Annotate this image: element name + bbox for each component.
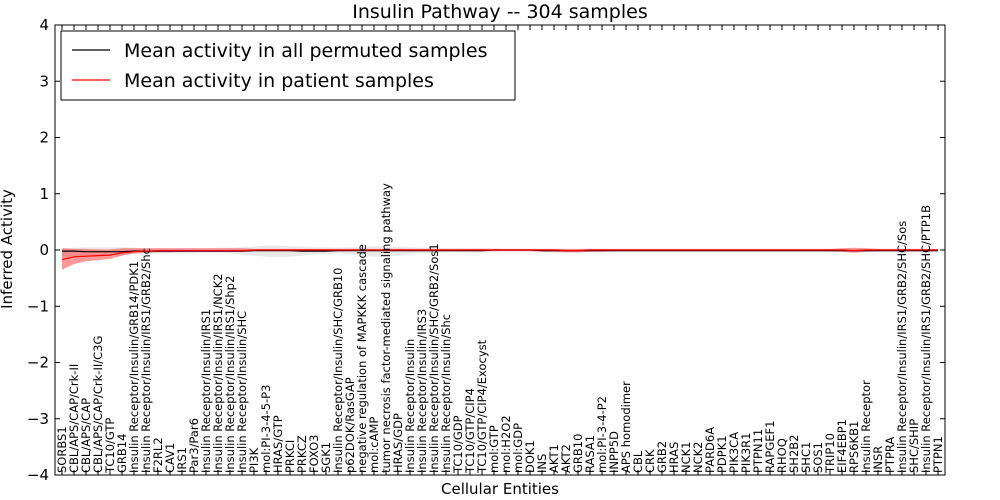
x-entity-label: Par3/Par6 (187, 418, 201, 473)
x-entity-label: HRAS/GTP (271, 415, 285, 473)
x-entity-label: mol:cAMP (367, 417, 381, 473)
x-entity-label: AKT2 (559, 444, 573, 473)
x-entity-label: SOS1 (811, 442, 825, 473)
legend-label-patient: Mean activity in patient samples (124, 70, 434, 92)
x-entity-label: Insulin Receptor/Insulin/IRS1/Shp2 (223, 276, 237, 473)
x-entity-label: Insulin Receptor (859, 380, 873, 473)
legend-label-permuted: Mean activity in all permuted samples (124, 40, 487, 62)
x-entity-label: Insulin Receptor/Insulin/Shc (439, 314, 453, 473)
x-entity-label: SHC/SHIP (907, 419, 921, 473)
x-entity-label: RAPGEF1 (763, 421, 777, 473)
x-entity-label: PDPK1 (715, 435, 729, 473)
x-entity-label: mol:GDP (511, 423, 525, 473)
y-tick-label: 3 (39, 72, 49, 90)
x-entity-label: HRAS/GDP (391, 413, 405, 473)
x-entity-label: SHC1 (799, 442, 813, 473)
series-lines (61, 249, 938, 261)
y-tick-label: −3 (27, 410, 49, 428)
x-entity-label: TC10/GTP/CIP4/Exocyst (475, 339, 489, 474)
x-entity-label: RHOQ (775, 438, 789, 473)
legend: Mean activity in all permuted samples Me… (60, 30, 516, 101)
x-entity-label: F2RL2 (151, 437, 165, 473)
x-entity-label: PIK3CA (727, 432, 741, 473)
x-entity-label: p62DOK/RasGAP (343, 377, 357, 473)
x-entity-label: CBL/APS/CAP/Crk-II/C3G (91, 336, 105, 473)
x-entity-label: NCK2 (691, 442, 705, 474)
x-entity-label: RPS6KB1 (847, 421, 861, 473)
x-entity-label: GRB2 (655, 441, 669, 473)
x-entity-label: CAV1 (163, 443, 177, 473)
x-entity-label: GRB10 (571, 434, 585, 473)
x-entity-label: INSR (871, 446, 885, 473)
x-entity-label: PTPRA (883, 437, 897, 473)
x-entity-label: mol:PI-3-4-5-P3 (259, 385, 273, 473)
x-axis-entity-labels: SORBS1CBL/APS/CAP/Crk-IICBL/APS/CAPCBL/A… (55, 25, 945, 475)
x-entity-label: RASA1 (583, 435, 597, 473)
legend-box (60, 30, 516, 101)
x-entity-label: Insulin Receptor/Insulin/IRS1 (199, 309, 213, 473)
confidence-bands (62, 245, 938, 270)
y-tick-label: −2 (27, 354, 49, 372)
x-entity-label: tumor necrosis factor-mediated signaling… (379, 183, 393, 473)
x-entity-label: Insulin Receptor/Insulin/IRS1/GRB2/SHC/S… (895, 221, 909, 473)
x-entity-label: CBL/APS/CAP/Crk-II (67, 364, 81, 473)
x-entity-label: Insulin Receptor/Insulin (403, 339, 417, 473)
x-entity-label: CBL/APS/CAP (79, 398, 93, 473)
x-entity-label: mol:H2O2 (499, 415, 513, 473)
y-tick-label: −1 (27, 297, 49, 315)
x-entity-label: CRK (643, 449, 657, 473)
x-entity-label: Insulin Receptor/Insulin/IRS1/GRB2/Shc (139, 248, 153, 473)
x-entity-label: PARD6A (703, 427, 717, 473)
x-entity-label: SH2B2 (787, 435, 801, 473)
x-entity-label: FOXO3 (307, 435, 321, 473)
x-entity-label: INS (535, 454, 549, 473)
x-entity-label: Insulin Receptor/Insulin/IRS3 (415, 309, 429, 473)
x-entity-label: Insulin Receptor/Insulin/GRB14/PDK1 (127, 261, 141, 473)
x-entity-label: HRAS (667, 442, 681, 473)
x-entity-label: INPP5D (607, 431, 621, 473)
x-axis-label: Cellular Entities (441, 480, 559, 498)
x-entity-label: DOK1 (523, 440, 537, 473)
x-entity-label: CBL (631, 450, 645, 473)
x-entity-label: Insulin Receptor/Insulin/SHC (235, 311, 249, 473)
x-entity-label: SORBS1 (55, 426, 69, 473)
y-axis-ticks: 4 3 2 1 0 −1 −2 −3 −4 (27, 16, 945, 484)
x-entity-label: TC10/GDP (451, 415, 465, 474)
x-entity-label: PTPN11 (751, 429, 765, 473)
plot-frame (54, 24, 946, 476)
x-entity-label: PIK3R1 (739, 433, 753, 474)
x-entity-label: Insulin Receptor/Insulin/IRS1/NCK2 (211, 273, 225, 473)
y-tick-label: −4 (27, 466, 49, 484)
x-entity-label: negative regulation of MAPKKK cascade (355, 244, 369, 473)
series-line-patient (61, 249, 938, 261)
x-entity-label: NCK1 (679, 442, 693, 474)
x-entity-label: EIF4EBP1 (835, 419, 849, 473)
x-entity-label: mol:GTP (487, 425, 501, 473)
x-entity-label: TRIP10 (823, 433, 837, 474)
x-entity-label: PI3K (247, 447, 261, 473)
x-entity-label: GRB14 (115, 434, 129, 473)
y-tick-label: 1 (39, 185, 49, 203)
y-axis-label: Inferred Activity (0, 189, 16, 309)
chart-title: Insulin Pathway -- 304 samples (352, 1, 647, 23)
x-entity-label: AKT1 (547, 444, 561, 473)
x-entity-label: APS homodimer (619, 381, 633, 473)
y-tick-label: 0 (39, 241, 49, 259)
x-entity-label: TC10/GTP/CIP4 (463, 388, 477, 474)
x-entity-label: PTPN1 (931, 436, 945, 473)
x-entity-label: PRKCZ (295, 435, 309, 473)
x-entity-label: PRKCI (283, 440, 297, 473)
confidence-band-permuted (62, 245, 938, 258)
y-tick-label: 2 (39, 129, 49, 147)
x-entity-label: mol:PI-3-4-P2 (595, 396, 609, 473)
y-tick-label: 4 (39, 16, 49, 34)
x-entity-label: SGK1 (319, 442, 333, 473)
x-entity-label: IRS1 (175, 447, 189, 473)
x-entity-label: Insulin Receptor/Insulin/SHC/GRB10 (331, 268, 345, 473)
x-entity-label: TC10/GTP (103, 418, 117, 474)
x-entity-label: Insulin Receptor/Insulin/SHC/GRB2/Sos1 (427, 243, 441, 473)
x-entity-label: Insulin Receptor/Insulin/IRS1/GRB2/SHC/P… (919, 205, 933, 473)
